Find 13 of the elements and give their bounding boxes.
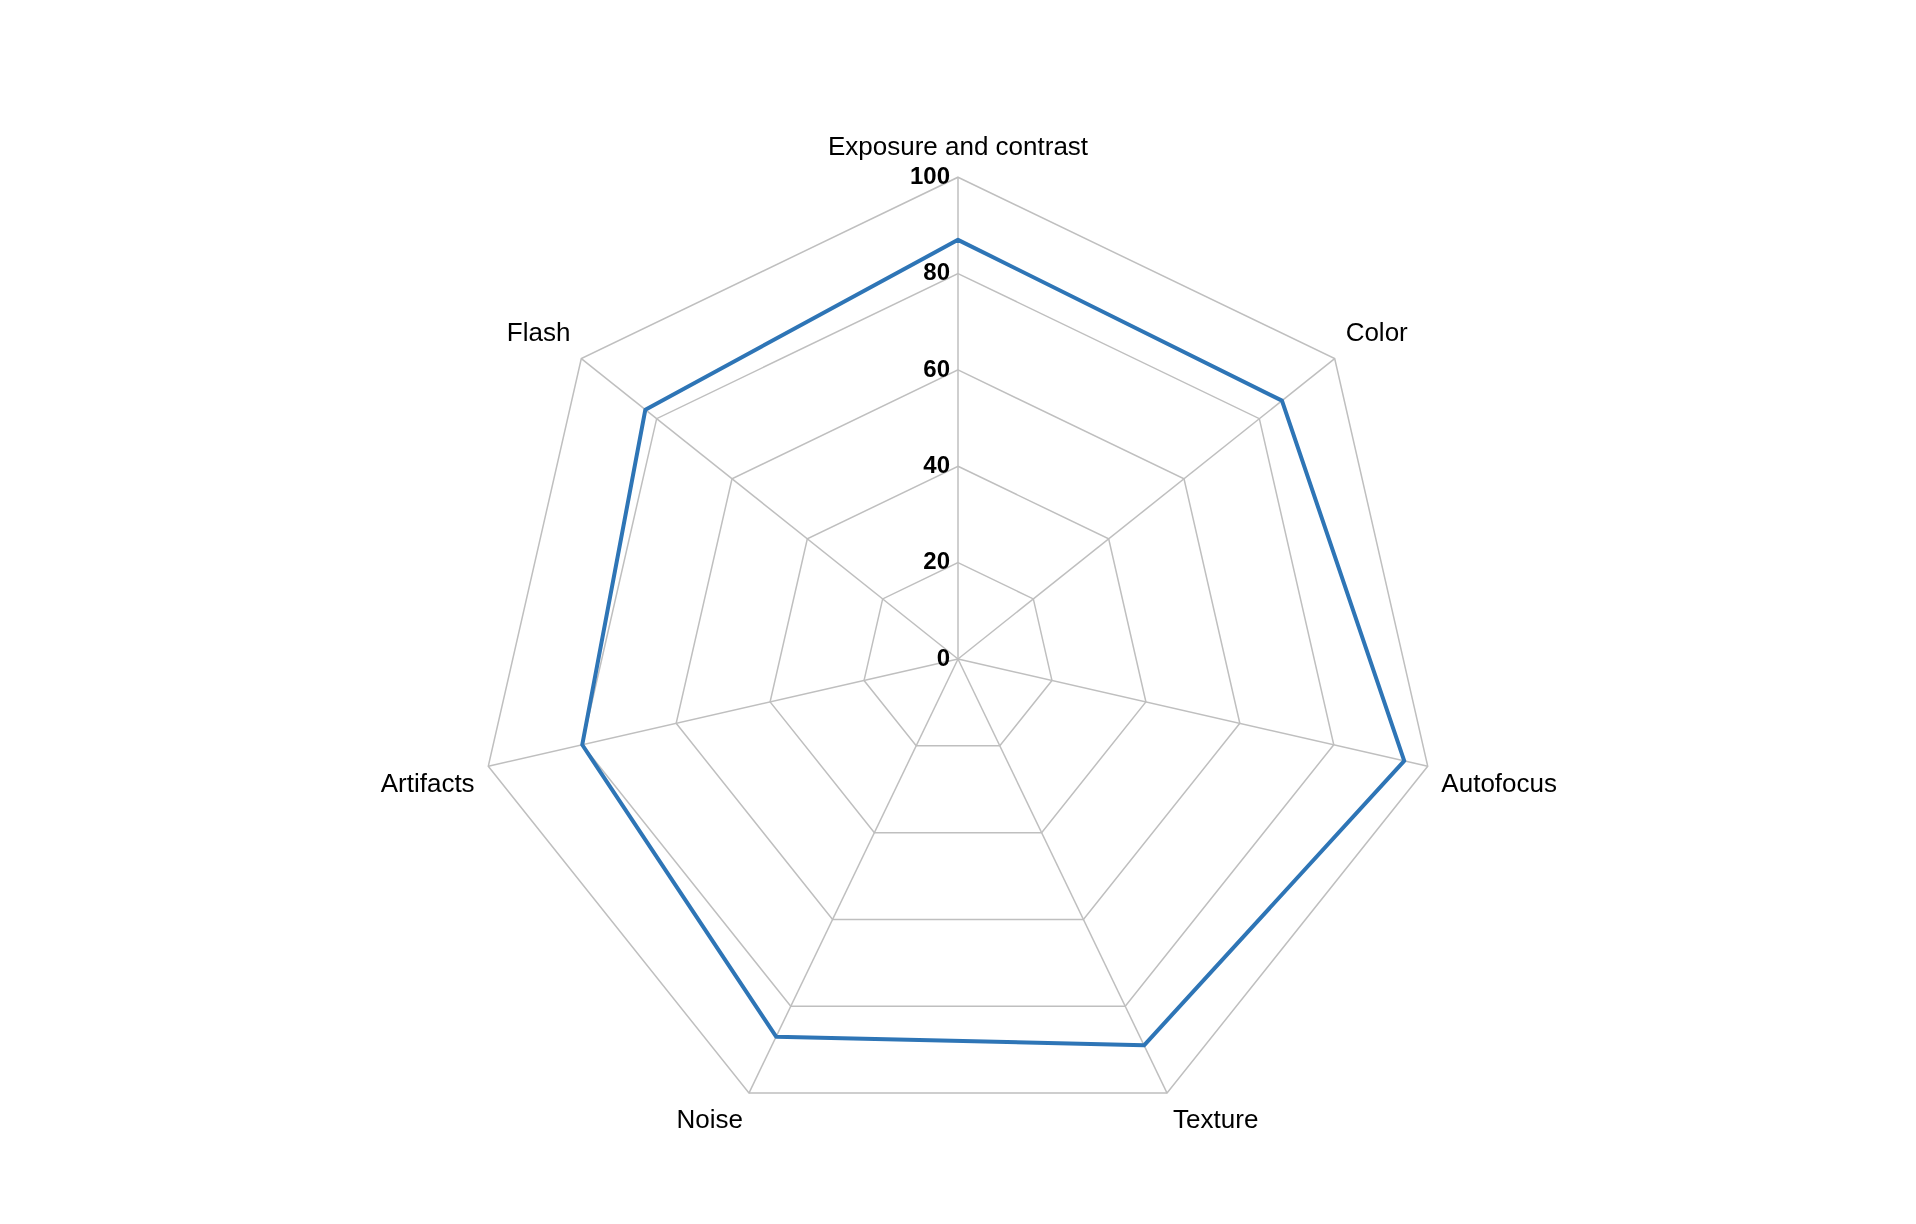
y-tick-label: 60: [923, 354, 950, 382]
y-tick-label: 100: [909, 161, 950, 189]
y-tick-label: 0: [936, 643, 950, 671]
y-tick-label: 40: [923, 450, 950, 478]
spoke-label: Color: [1345, 317, 1409, 348]
spoke-label: Artifacts: [380, 768, 475, 799]
y-tick-label: 80: [923, 258, 950, 286]
spoke-label: Texture: [1173, 1104, 1259, 1135]
y-tick-label: 20: [923, 547, 950, 575]
spoke-label: Autofocus: [1441, 768, 1558, 799]
spoke-label: Exposure and contrast: [827, 130, 1089, 161]
spoke-label: Noise: [676, 1104, 743, 1135]
spoke-label: Flash: [506, 317, 571, 348]
